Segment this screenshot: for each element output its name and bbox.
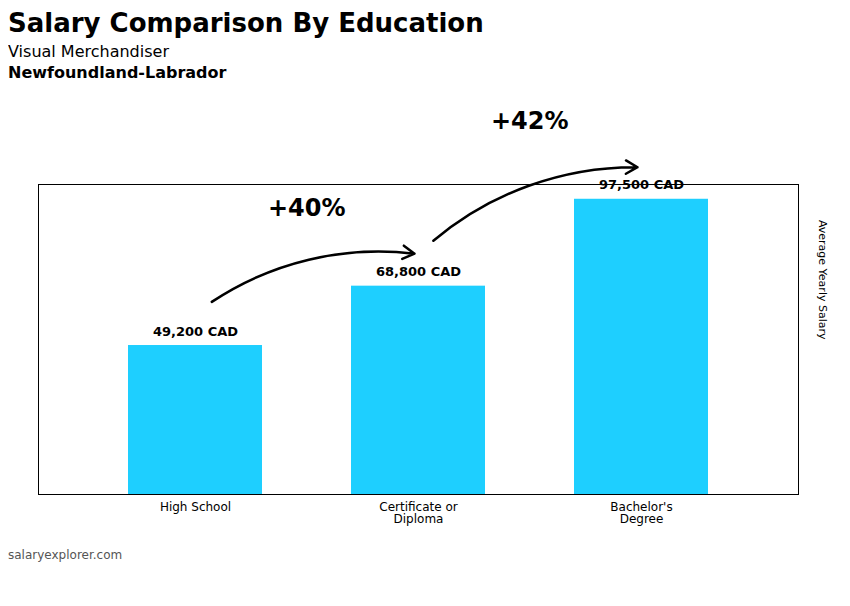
svg-text:+40%: +40% [268,194,346,222]
html-text:Salary Comparison By Education: Salary Comparison By Education [8,8,484,38]
svg-text:Certificate orDiploma: Certificate orDiploma [379,500,457,526]
svg-text:49,200 CAD: 49,200 CAD [153,324,238,339]
html-text:Visual Merchandiser: Visual Merchandiser [8,42,169,61]
svg-text:68,800 CAD: 68,800 CAD [376,264,461,279]
svg-text:97,500 CAD: 97,500 CAD [599,177,684,193]
html-text:salaryexplorer.com: salaryexplorer.com [8,548,123,562]
svg-text:High School: High School [160,500,231,514]
html-text:Newfoundland-Labrador: Newfoundland-Labrador [8,63,227,82]
svg-text:+42%: +42% [491,107,569,135]
svg-text:Bachelor'sDegree: Bachelor'sDegree [610,500,672,526]
svg-text:Average Yearly Salary: Average Yearly Salary [816,220,829,340]
